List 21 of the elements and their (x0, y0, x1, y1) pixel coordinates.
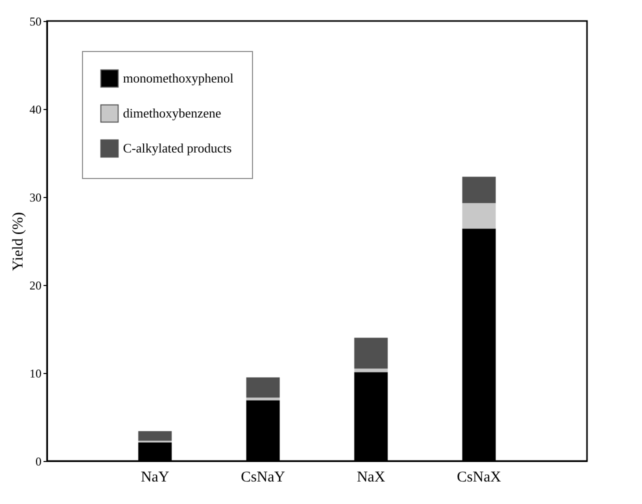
x-tick-label: CsNaY (240, 470, 286, 486)
x-tick-label: NaY (140, 470, 170, 486)
y-tick-label: 0 (36, 454, 42, 468)
legend-label: monomethoxyphenol (123, 70, 234, 86)
y-tick-label: 10 (30, 366, 42, 380)
y-axis-title: Yield (%) (10, 212, 26, 271)
bar (246, 377, 280, 398)
bar (246, 398, 280, 400)
legend-label: C-alkylated products (123, 140, 232, 156)
x-tick-label: CsNaX (456, 470, 502, 486)
legend-label: dimethoxybenzene (123, 106, 222, 120)
y-tick-label: 30 (30, 190, 42, 204)
bar (138, 431, 172, 441)
y-tick-label: 50 (30, 14, 42, 28)
y-tick-label: 20 (30, 278, 42, 292)
x-tick-label: NaX (356, 470, 386, 486)
bar (462, 176, 496, 204)
bar (354, 368, 388, 372)
bar (462, 203, 496, 229)
y-tick-label: 40 (30, 102, 42, 116)
bar (354, 338, 388, 369)
